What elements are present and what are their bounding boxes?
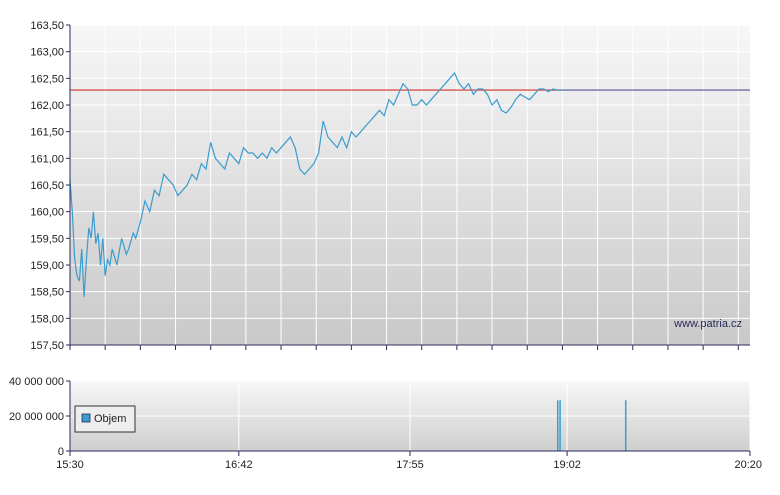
volume-panel: 0 20 000 000 40 000 000 15:30 16:42 17:55 19:… [9, 376, 762, 471]
price-panel: 157,50 158,00 158,50 159,00 159,50 160,00 160,… [30, 20, 750, 352]
volume-y-axis: 0 20 000 000 40 000 000 [9, 376, 70, 458]
price-y-tick-label: 161,00 [30, 153, 64, 165]
legend-swatch [81, 413, 91, 423]
price-y-tick-label: 159,50 [30, 233, 64, 245]
price-y-tick-label: 157,50 [30, 340, 64, 352]
x-tick-label: 16:42 [225, 459, 253, 471]
price-series-line [69, 71, 563, 298]
price-y-tick-label: 158,00 [30, 313, 64, 325]
x-tick-label: 20:20 [734, 459, 762, 471]
volume-bars [556, 400, 627, 451]
price-y-tick-label: 162,00 [30, 100, 64, 112]
volume-y-tick-label: 20 000 000 [9, 411, 64, 423]
price-y-tick-label: 161,50 [30, 127, 64, 139]
watermark: www.patria.cz [673, 318, 742, 330]
price-y-tick-label: 160,00 [30, 207, 64, 219]
volume-y-tick-label: 0 [58, 446, 64, 458]
price-y-tick-label: 160,50 [30, 180, 64, 192]
legend-label: Objem [94, 413, 126, 425]
price-y-tick-label: 159,00 [30, 260, 64, 272]
x-tick-label: 15:30 [56, 459, 84, 471]
volume-x-axis: 15:30 16:42 17:55 19:02 20:20 [56, 451, 762, 471]
price-y-tick-label: 158,50 [30, 287, 64, 299]
price-y-tick-label: 163,50 [30, 20, 64, 32]
x-tick-label: 19:02 [553, 459, 581, 471]
volume-legend: Objem [74, 405, 136, 433]
price-y-axis: 157,50 158,00 158,50 159,00 159,50 160,00 160,… [30, 20, 70, 352]
price-grid [69, 24, 750, 346]
price-y-tick-label: 162,50 [30, 73, 64, 85]
x-tick-label: 17:55 [396, 459, 424, 471]
price-y-tick-label: 163,00 [30, 47, 64, 59]
price-x-tick-marks [69, 345, 739, 350]
volume-y-tick-label: 40 000 000 [9, 376, 64, 388]
